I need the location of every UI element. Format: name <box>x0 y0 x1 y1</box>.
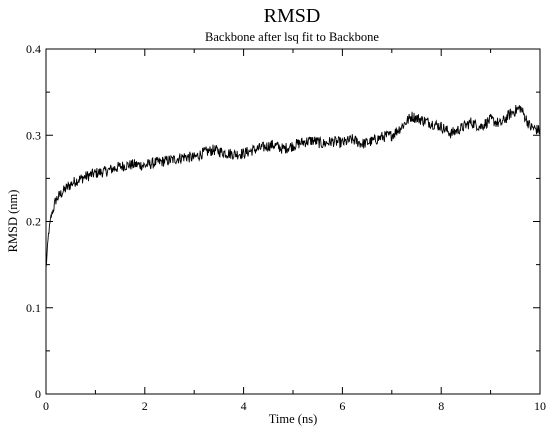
x-axis: 0 2 4 6 8 10 <box>43 49 546 413</box>
y-tick-label: 0.3 <box>26 128 41 142</box>
y-tick-label: 0.2 <box>26 215 41 229</box>
x-tick-label: 10 <box>534 399 546 413</box>
rmsd-series-line <box>45 104 541 268</box>
plot-area-frame <box>45 48 541 395</box>
y-tick-label: 0.4 <box>26 42 41 56</box>
x-axis-label: Time (ns) <box>269 412 318 426</box>
x-tick-label: 4 <box>241 399 247 413</box>
y-tick-label: 0.1 <box>26 301 41 315</box>
chart-title: RMSD <box>264 5 321 27</box>
chart-subtitle: Backbone after lsq fit to Backbone <box>205 30 379 44</box>
y-axis-label: RMSD (nm) <box>6 190 20 253</box>
x-tick-label: 0 <box>43 399 49 413</box>
x-tick-label: 2 <box>142 399 148 413</box>
x-tick-label: 6 <box>339 399 345 413</box>
x-tick-label: 8 <box>438 399 444 413</box>
y-tick-label: 0 <box>35 387 41 401</box>
y-axis: 0 0.1 0.2 0.3 0.4 <box>26 42 540 401</box>
